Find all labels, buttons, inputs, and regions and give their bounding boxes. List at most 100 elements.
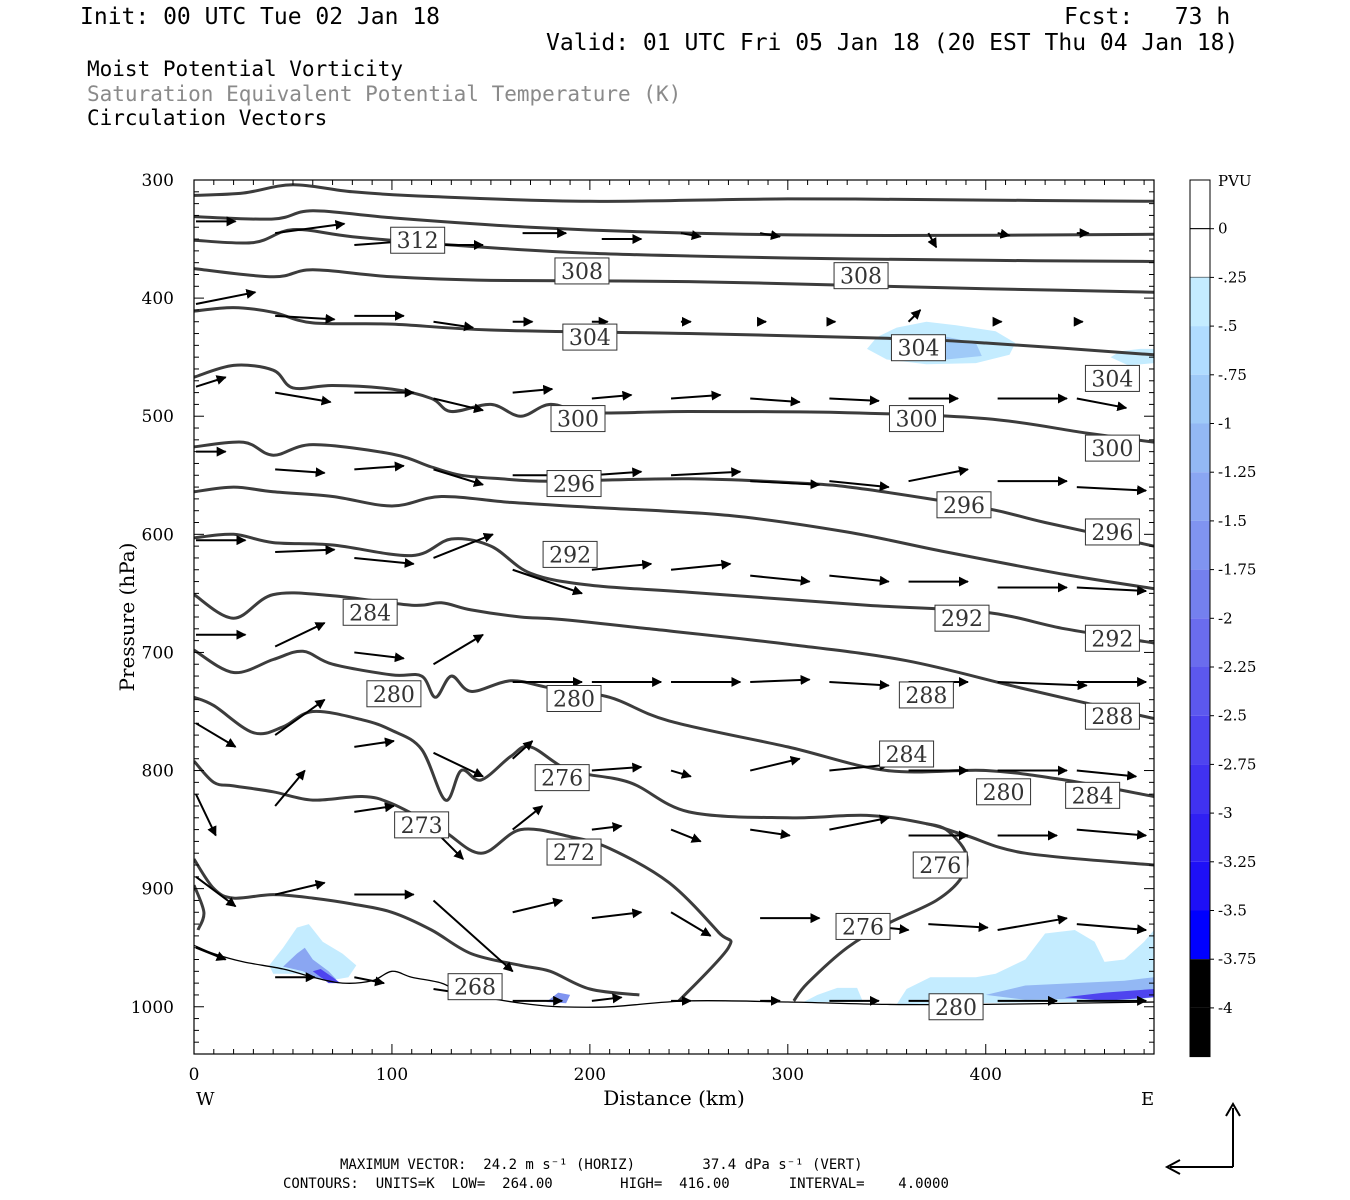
contour-label: 280 <box>373 683 415 708</box>
circulation-vector <box>749 755 801 772</box>
contour-label: 308 <box>561 260 603 285</box>
circulation-vector <box>433 533 494 559</box>
contour-label-box <box>562 323 618 351</box>
contour-label: 288 <box>905 684 947 709</box>
circulation-vector <box>750 396 801 407</box>
theta-e-contour <box>194 306 1154 357</box>
circulation-vector <box>829 814 890 831</box>
contour-label: 273 <box>401 814 443 839</box>
reference-vector-icon <box>1164 1102 1241 1175</box>
contour-label-box <box>1084 624 1140 652</box>
colorbar-label: -.5 <box>1218 317 1237 335</box>
x-tick-label: 200 <box>574 1065 606 1085</box>
colorbar-label: -3.5 <box>1218 902 1247 920</box>
contour-label-box <box>366 680 422 708</box>
contour-label-box <box>546 684 602 712</box>
theta-e-contour <box>194 363 1154 444</box>
y-tick-label: 1000 <box>131 998 174 1018</box>
y-tick-label: 700 <box>142 643 174 663</box>
west-label: W <box>196 1089 215 1110</box>
y-tick-label: 600 <box>142 525 174 545</box>
circulation-vector <box>750 674 811 685</box>
colorbar-swatch <box>1189 228 1211 278</box>
contour-label-box <box>546 470 602 498</box>
circulation-vector <box>829 395 880 406</box>
colorbar-label: -3.25 <box>1218 853 1256 871</box>
theta-e-contour <box>792 822 969 1002</box>
colorbar-label: -.75 <box>1218 366 1247 384</box>
circulation-vector <box>432 899 514 973</box>
x-tick-label: 300 <box>772 1065 804 1085</box>
colorbar-swatch <box>1190 667 1210 716</box>
colorbar-swatch <box>1190 910 1210 960</box>
colorbar-label: -2 <box>1218 609 1233 627</box>
contour-label: 280 <box>935 996 977 1021</box>
circulation-vector <box>274 622 326 648</box>
contour-label: 280 <box>983 781 1025 806</box>
colorbar-swatch <box>1190 861 1210 911</box>
theta-e-contour <box>194 884 206 931</box>
colorbar-label: -2.5 <box>1218 707 1247 725</box>
contour-label-box <box>898 681 954 709</box>
contour-label-box <box>1065 781 1121 809</box>
theta-e-contour <box>194 532 1154 645</box>
circulation-vector <box>759 230 781 241</box>
y-tick-label: 900 <box>142 880 174 900</box>
field-title-pv: Moist Potential Vorticity <box>87 57 404 81</box>
circulation-vector <box>512 897 564 914</box>
colorbar-label: -1.25 <box>1218 463 1256 481</box>
contour-label-box <box>1084 518 1140 546</box>
contour-label-box <box>936 491 992 519</box>
contour-label: 308 <box>840 265 882 290</box>
contour-label-box <box>342 598 398 626</box>
circulation-vector <box>927 232 938 249</box>
field-title-vectors: Circulation Vectors <box>87 106 328 130</box>
colorbar-label: -2.25 <box>1218 658 1256 676</box>
colorbar-swatch <box>1190 959 1210 1008</box>
contour-label-box <box>976 778 1032 806</box>
contour-label: 284 <box>349 601 391 626</box>
circulation-vector <box>928 922 989 933</box>
colorbar-swatch <box>1190 472 1210 521</box>
theta-e-contour <box>194 183 1154 203</box>
theta-e-contour <box>194 440 1154 548</box>
circulation-vector <box>354 556 415 568</box>
circulation-vector <box>433 751 484 778</box>
valid-time: Valid: 01 UTC Fri 05 Jan 18 (20 EST Thu … <box>546 30 1239 56</box>
circulation-vector <box>1076 585 1148 596</box>
y-tick-label: 800 <box>142 762 174 782</box>
contour-label-box <box>546 838 602 866</box>
x-axis-label: Distance (km) <box>603 1086 745 1110</box>
contour-label: 276 <box>919 854 961 879</box>
contour-label-box <box>554 257 610 285</box>
contour-label-box <box>890 334 946 362</box>
circulation-vector <box>1076 769 1138 781</box>
colorbar-label: 0 <box>1218 220 1228 238</box>
circulation-vector <box>680 230 702 241</box>
colorbar-swatch <box>1190 569 1210 619</box>
theta-e-contour <box>194 209 1154 238</box>
contour-label-box <box>934 604 990 632</box>
theta-e-contour <box>194 591 1154 721</box>
circulation-vector <box>274 879 326 896</box>
y-tick-label: 500 <box>142 407 174 427</box>
contour-label: 292 <box>941 607 983 632</box>
circulation-vector <box>433 468 484 487</box>
circulation-vector <box>670 467 742 478</box>
forecast-hour: Fcst: 73 h <box>1064 4 1231 30</box>
contour-label: 276 <box>541 767 583 792</box>
circulation-vector <box>997 914 1068 931</box>
contour-label: 304 <box>897 337 939 362</box>
circulation-vector <box>354 737 395 748</box>
circulation-vector <box>591 762 643 773</box>
circulation-vector <box>1076 923 1148 935</box>
circulation-vector <box>997 680 1088 691</box>
colorbar-swatch <box>1190 1007 1210 1057</box>
circulation-vector <box>907 309 922 323</box>
circulation-vector <box>591 822 623 833</box>
contour-label-box <box>888 405 944 433</box>
circulation-vector <box>512 568 583 596</box>
circulation-vector <box>1076 397 1128 412</box>
circulation-vector <box>195 946 227 961</box>
